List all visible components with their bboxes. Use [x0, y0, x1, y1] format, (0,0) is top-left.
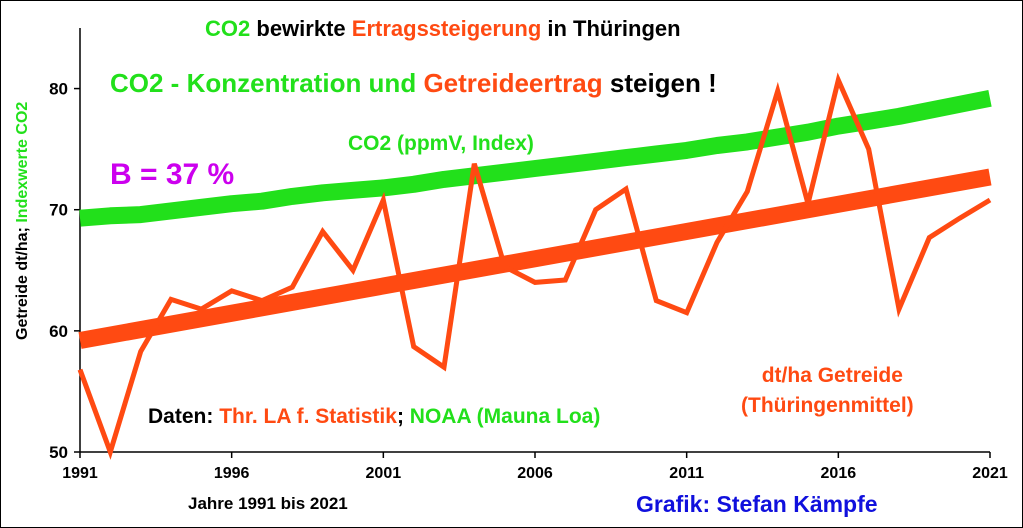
source-label: Daten:: [148, 405, 214, 428]
y-tick-label: 70: [49, 201, 68, 220]
title-bewirkte: bewirkte: [256, 16, 346, 41]
co2-series-label: CO2 (ppmV, Index): [348, 132, 534, 155]
source-sep: ;: [396, 405, 404, 428]
ylabel-co2: Indexwerte CO2: [14, 101, 31, 223]
title-ertrag: Ertragssteigerung: [351, 16, 542, 41]
y-tick-label: 80: [49, 80, 68, 99]
source-tla: Thr. LA f. Statistik: [219, 405, 397, 428]
subtitle-steigen: steigen !: [609, 68, 717, 98]
x-axis-label: Jahre 1991 bis 2021: [188, 494, 348, 513]
series-grain-trend-line: [78, 168, 992, 349]
source-noaa: NOAA (Mauna Loa): [409, 405, 601, 428]
x-tick-label: 1991: [62, 465, 98, 482]
chart-title: CO2 bewirkte Ertragssteigerung in Thürin…: [205, 16, 681, 42]
grain-label-line1: dt/ha Getreide: [761, 364, 903, 387]
y-axis-label: Getreide dt/ha; Indexwerte CO2: [14, 102, 32, 340]
subtitle-co2: CO2 - Konzentration und: [110, 68, 417, 98]
x-tick-label: 2006: [517, 465, 553, 482]
x-tick-label: 2021: [972, 465, 1008, 482]
title-co2: CO2: [205, 16, 251, 41]
credit: Grafik: Stefan Kämpfe: [636, 491, 878, 517]
y-tick-label: 60: [49, 322, 68, 341]
x-tick-label: 1996: [214, 465, 250, 482]
x-tick-label: 2016: [821, 465, 857, 482]
title-thueringen: in Thüringen: [547, 16, 681, 41]
chart-subtitle: CO2 - Konzentration und Getreideertrag s…: [110, 68, 717, 99]
series-co2-line: [79, 89, 992, 227]
plot-area: 50 60 70 80 1991 1996 2001 2006 2011 2016 2021: [49, 28, 1008, 482]
subtitle-getreide: Getreideertrag: [423, 68, 603, 98]
x-tick-label: 2001: [366, 465, 402, 482]
stat-label: B = 37 %: [110, 158, 235, 191]
x-tick-label: 2011: [669, 465, 704, 482]
y-tick-label: 50: [49, 443, 68, 462]
ylabel-getreide: Getreide dt/ha;: [14, 227, 31, 340]
grain-label-line2: (Thüringenmittel): [741, 394, 914, 417]
series-grain-line: [77, 72, 992, 460]
data-source: Daten: Thr. LA f. Statistik; NOAA (Mauna…: [148, 405, 600, 429]
grain-series-label: dt/ha Getreide (Thüringenmittel): [741, 364, 914, 418]
